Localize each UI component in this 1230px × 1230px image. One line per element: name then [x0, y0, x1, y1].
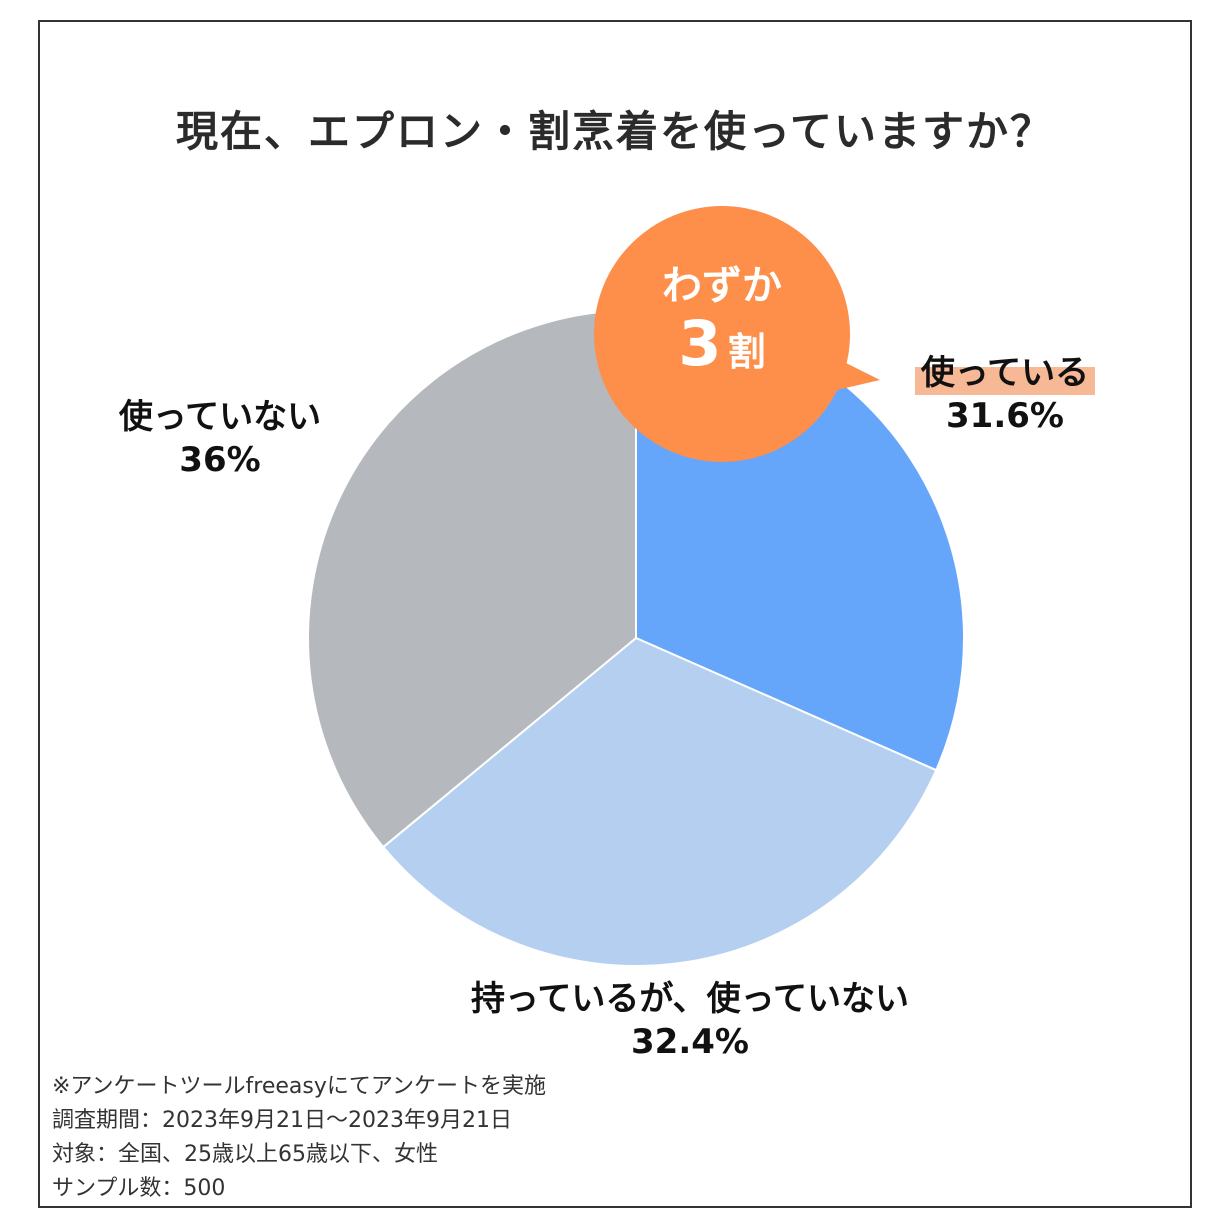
survey-notes: ※アンケートツールfreeasyにてアンケートを実施 調査期間：2023年9月2…: [52, 1070, 546, 1206]
callout-line1: わずか: [662, 263, 782, 309]
slice-label-using: 使っている 31.6%: [890, 352, 1120, 437]
slice-label-owned-not-using: 持っているが、使っていない 32.4%: [420, 978, 960, 1063]
slice-name-using: 使っている: [914, 352, 1096, 395]
pie-slice-not-using: [307, 308, 637, 849]
callout-number: 3: [678, 307, 722, 380]
note-line: 調査期間：2023年9月21日～2023年9月21日: [52, 1108, 512, 1134]
slice-value-using: 31.6%: [946, 395, 1064, 436]
slice-name-owned-not-using: 持っているが、使っていない: [471, 979, 909, 1019]
note-line: ※アンケートツールfreeasyにてアンケートを実施: [52, 1074, 547, 1099]
callout-bubble: [594, 206, 850, 462]
chart-title: 現在、エプロン・割烹着を使っていますか？: [176, 107, 1054, 156]
note-line: 対象：全国、25歳以上65歳以下、女性: [52, 1142, 438, 1168]
slice-value-owned-not-using: 32.4%: [631, 1021, 749, 1062]
slice-name-not-using: 使っていない: [118, 397, 322, 437]
note-line: サンプル数：500: [52, 1176, 226, 1202]
slice-label-not-using: 使っていない 36%: [90, 396, 350, 481]
pie-slice-owned-not-using: [381, 636, 938, 967]
slice-value-not-using: 36%: [179, 439, 261, 480]
callout-unit: 割: [727, 330, 766, 374]
